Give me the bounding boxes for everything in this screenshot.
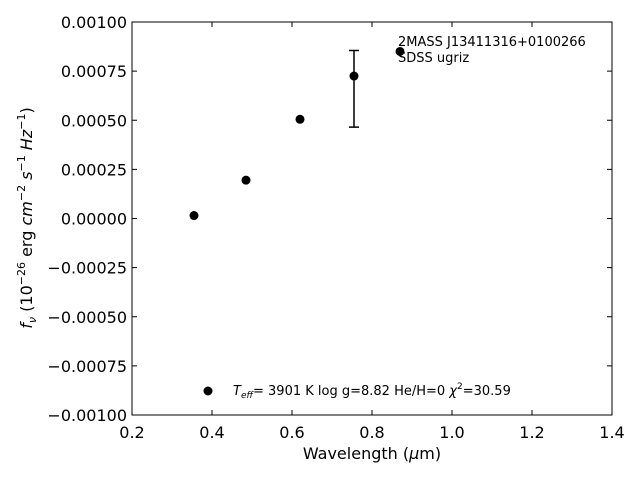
y-tick-label: 0.00000 <box>61 210 127 229</box>
x-label-mu: μ <box>408 444 419 463</box>
y-tick-label: −0.00025 <box>47 259 127 278</box>
legend-marker <box>203 386 213 396</box>
x-label-unit: m) <box>419 444 441 463</box>
x-axis-label: Wavelength (μm) <box>303 444 441 463</box>
x-tick-label: 0.8 <box>359 423 384 442</box>
legend-teff-subscript: eff <box>241 391 255 401</box>
y-axis-label: fν (10−26 erg cm−2 s−1 Hz−1) <box>15 107 39 328</box>
x-tick-label: 1.4 <box>599 423 624 442</box>
x-tick-label: 0.2 <box>119 423 144 442</box>
legend: Teff= 3901 K log g=8.82 He/H=0 χ2=30.59 <box>203 382 511 401</box>
y-label-nu: ν <box>26 317 39 323</box>
y-label-exp2: −2 <box>15 185 28 201</box>
y-tick-label: 0.00075 <box>61 62 127 81</box>
x-tick-label: 0.6 <box>279 423 304 442</box>
y-tick-label: −0.00075 <box>47 357 127 376</box>
x-tick-label: 1.2 <box>519 423 544 442</box>
legend-label: Teff= 3901 K log g=8.82 He/H=0 χ2=30.59 <box>233 382 511 401</box>
legend-chi-symbol: χ <box>448 384 458 399</box>
y-label-s: s <box>17 172 36 185</box>
annotation-object-name: 2MASS J13411316+0100266 <box>398 35 586 50</box>
y-tick-label: 0.00025 <box>61 160 127 179</box>
x-label-text: Wavelength ( <box>303 444 409 463</box>
y-ticks: −0.00100 −0.00075 −0.00050 −0.00025 0.00000 0… <box>47 13 612 425</box>
y-tick-label: −0.00050 <box>47 308 127 327</box>
data-point <box>241 175 251 185</box>
data-point <box>395 46 405 56</box>
plot-area <box>131 21 613 416</box>
legend-params: = 3901 K log g=8.82 He/H=0 <box>253 384 449 399</box>
legend-chi-value: =30.59 <box>463 384 511 399</box>
y-tick-label: 0.00100 <box>61 13 127 32</box>
y-label-exp4: −1 <box>15 114 28 130</box>
y-tick-label: 0.00050 <box>61 111 127 130</box>
y-label-f: f <box>17 321 36 329</box>
y-label-exp1: −26 <box>15 262 28 285</box>
x-tick-label: 0.4 <box>199 423 224 442</box>
data-point <box>295 114 305 124</box>
legend-teff-symbol: T <box>233 384 242 399</box>
y-label-close: ) <box>17 107 36 113</box>
y-label-exp3: −1 <box>15 155 28 171</box>
y-label-cm: cm <box>17 201 36 225</box>
legend-chi-superscript: 2 <box>457 382 463 392</box>
data-point <box>349 71 359 81</box>
y-tick-label: −0.00100 <box>47 406 127 425</box>
y-label-erg: erg <box>17 226 36 262</box>
y-label-hz: Hz <box>17 129 36 155</box>
x-ticks: 0.2 0.4 0.6 0.8 1.0 1.2 1.4 <box>119 22 625 442</box>
data-points <box>189 46 405 221</box>
annotation-filter-set: SDSS ugriz <box>398 51 469 66</box>
y-label-open: (10 <box>17 285 36 317</box>
x-tick-label: 1.0 <box>439 423 464 442</box>
data-point <box>189 211 199 221</box>
